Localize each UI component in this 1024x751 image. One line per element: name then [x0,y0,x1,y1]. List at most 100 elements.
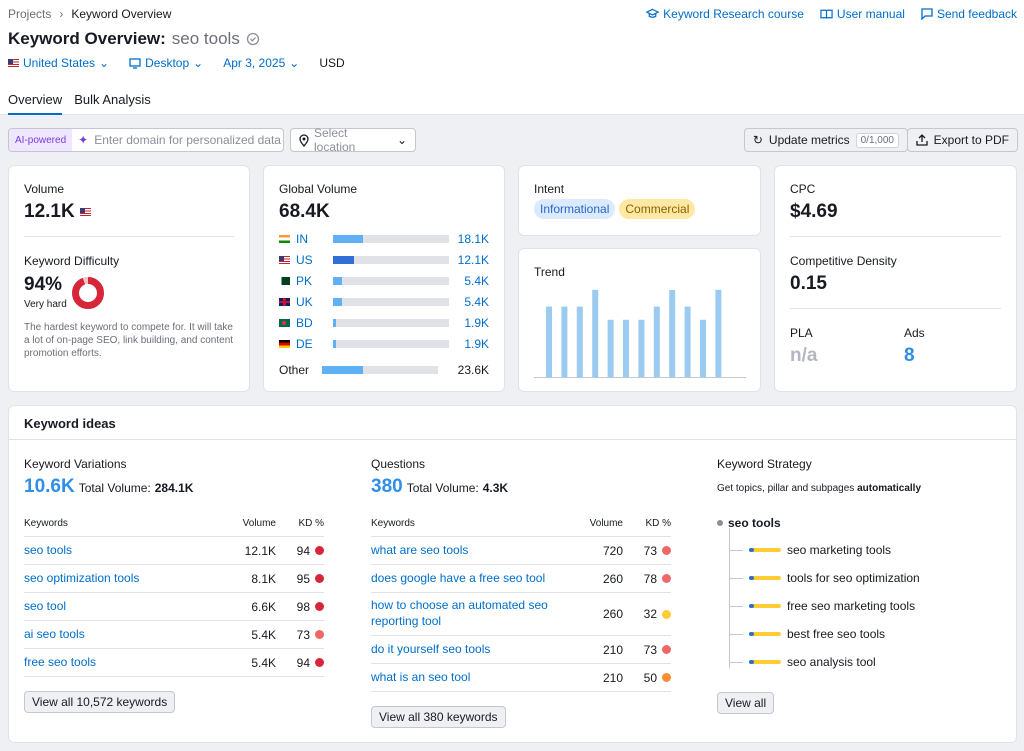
country-value[interactable]: 1.9K [464,316,489,330]
tab-bulk-analysis[interactable]: Bulk Analysis [74,92,151,107]
update-metrics-button[interactable]: ↻ Update metrics 0/1,000 [743,128,908,152]
kd-dot [315,602,324,611]
col-volume: Volume [242,518,276,529]
other-bar-fill [322,366,363,374]
view-all-strategy-button[interactable]: View all [717,692,775,714]
global-volume-other-row: Other 23.6K [279,363,489,377]
global-volume-label: Global Volume [279,182,358,196]
view-all-questions-button[interactable]: View all 380 keywords [371,706,506,728]
keyword-link[interactable]: seo tools [24,542,73,557]
strategy-item[interactable]: seo marketing tools [729,543,891,557]
location-select[interactable]: Select location ⌄ [290,126,416,154]
course-link[interactable]: Keyword Research course [646,7,804,21]
feedback-link[interactable]: Send feedback [921,7,1017,21]
country-select[interactable]: United States ⌄ [8,56,109,70]
page-title: Keyword Overview: seo tools [8,29,260,49]
export-pdf-button[interactable]: Export to PDF [906,128,1018,152]
manual-link[interactable]: User manual [820,7,905,21]
country-bar [333,256,449,264]
pla-value: n/a [790,345,818,366]
country-code[interactable]: BD [296,316,313,330]
country-code[interactable]: US [296,253,313,267]
toolbar: AI-powered ✦ Enter domain for personaliz… [8,126,1018,154]
keyword-link[interactable]: seo tool [24,598,67,613]
intent-tags: Informational Commercial [534,199,696,219]
strategy-item[interactable]: tools for seo optimization [729,571,920,585]
cpc-card: CPC $4.69 Competitive Density 0.15 PLA n… [774,165,1017,392]
kd-value: 95 [296,571,310,586]
country-code[interactable]: DE [296,337,313,351]
date-select[interactable]: Apr 3, 2025 ⌄ [223,56,299,70]
keyword-link[interactable]: how to choose an automated seo reporting… [371,598,548,628]
strategy-bar-marker [749,548,754,552]
keyword-volume: 210 [602,642,623,657]
us-flag-icon [79,208,91,216]
divider [790,308,1001,309]
variations-rows: seo tools 12.1K 94 seo optimization tools 8.… [24,537,324,677]
country-bar-fill [333,277,343,285]
kd-dot [662,673,671,682]
volume-value: 12.1K [24,201,75,222]
tab-overview[interactable]: Overview [8,92,63,115]
country-code[interactable]: UK [296,295,313,309]
trend-bar [638,319,645,377]
strategy-item[interactable]: free seo marketing tools [729,599,915,613]
intent-label: Intent [534,182,565,196]
variations-count[interactable]: 10.6K [24,476,75,497]
table-row: ai seo tools 5.4K 73 [24,621,324,649]
keyword-volume: 6.6K [251,599,276,614]
country-value[interactable]: 1.9K [464,337,489,351]
col-kd: KD % [645,518,671,529]
strategy-item-label: best free seo tools [787,627,886,641]
keyword-kd: 78 [623,572,671,586]
strategy-desc-prefix: Get topics, pillar and subpages [717,483,855,494]
ads-value[interactable]: 8 [904,345,915,366]
strategy-item[interactable]: seo analysis tool [729,655,876,669]
country-value[interactable]: 18.1K [457,232,489,246]
country-code[interactable]: PK [296,274,313,288]
strategy-root[interactable]: seo tools [717,516,781,530]
table-header: Keywords Volume KD % [371,511,671,537]
kd-dot [315,658,324,667]
country-code[interactable]: IN [296,232,308,246]
country-value[interactable]: 12.1K [457,253,489,267]
keyword-link[interactable]: free seo tools [24,654,97,669]
top-links: Keyword Research course User manual Send… [646,7,1017,21]
global-volume-row: UK 5.4K [279,295,489,309]
keyword-link[interactable]: seo optimization tools [24,570,140,585]
strategy-root-label: seo tools [728,516,781,530]
global-volume-value: 68.4K [279,201,330,222]
country-value[interactable]: 5.4K [464,274,489,288]
page-header: Projects › Keyword Overview Keyword Rese… [0,0,1024,115]
keyword-link[interactable]: does google have a free seo tool [371,570,546,585]
keyword-link[interactable]: do it yourself seo tools [371,641,491,656]
keyword-volume: 260 [602,607,623,621]
bd-flag-icon [279,319,290,327]
domain-input[interactable]: AI-powered ✦ Enter domain for personaliz… [8,128,284,152]
country-value[interactable]: 5.4K [464,295,489,309]
global-volume-row: US 12.1K [279,253,489,267]
questions-count[interactable]: 380 [371,476,403,497]
breadcrumb: Projects › Keyword Overview [8,7,171,21]
strategy-item-label: tools for seo optimization [787,571,920,585]
kd-dot [662,546,671,555]
breadcrumb-projects[interactable]: Projects [8,7,52,21]
keyword-ideas-title: Keyword ideas [24,416,116,431]
root-node-icon [717,520,723,526]
chevron-down-icon: ⌄ [396,133,407,147]
trend-card: Trend [518,248,761,392]
keyword-link[interactable]: what is an seo tool [371,669,471,684]
keyword-link[interactable]: ai seo tools [24,626,85,641]
check-circle-icon [246,32,259,46]
pla-label: PLA [790,326,813,340]
device-select[interactable]: Desktop ⌄ [129,56,203,70]
cpc-value: $4.69 [790,201,838,222]
trend-chart [534,289,746,378]
strategy-item[interactable]: best free seo tools [729,627,885,641]
keyword-volume: 12.1K [244,543,276,558]
feedback-link-label: Send feedback [936,7,1017,21]
variations-label: Keyword Variations [24,457,127,471]
view-all-variations-button[interactable]: View all 10,572 keywords [24,691,176,713]
divider [9,439,1016,440]
keyword-link[interactable]: what are seo tools [371,542,469,557]
